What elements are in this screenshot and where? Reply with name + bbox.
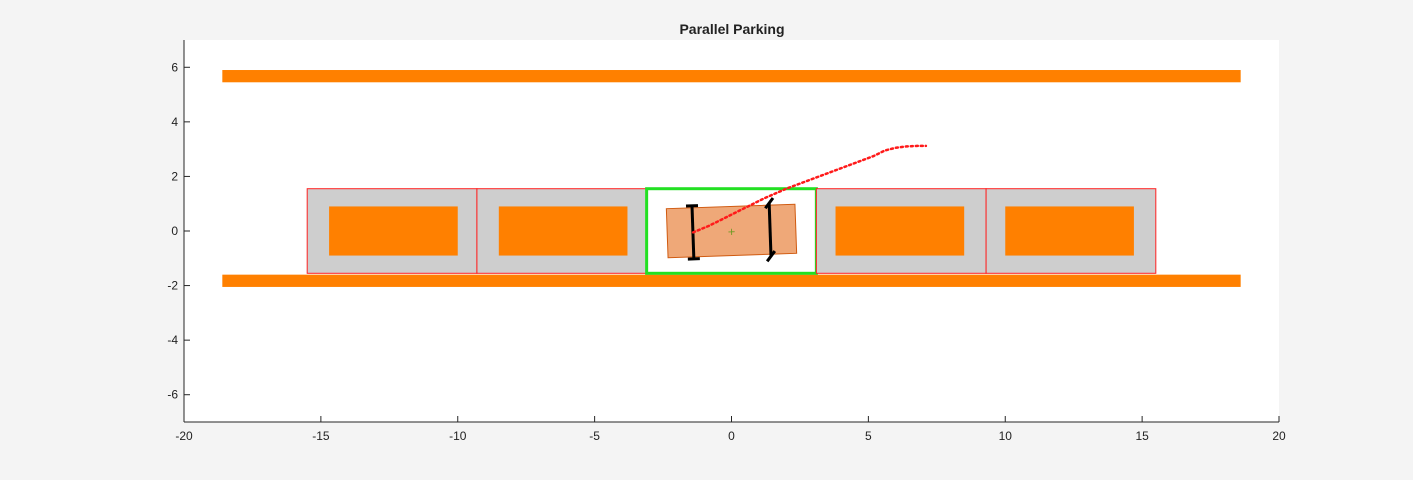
y-tick-label: -6 (167, 388, 178, 402)
ego-center-marker: + (727, 227, 736, 238)
parked-car-5 (1005, 206, 1134, 256)
planned-trajectory (691, 144, 928, 234)
x-tick-label: -20 (175, 429, 193, 443)
x-tick-label: -15 (312, 429, 330, 443)
x-tick-label: -10 (449, 429, 467, 443)
parked-car-1 (329, 206, 458, 256)
parked-car-2 (498, 206, 628, 256)
x-tick-label: 5 (865, 429, 872, 443)
ego-vehicle: + (665, 197, 798, 263)
y-tick-label: 4 (171, 115, 178, 129)
y-tick-label: -4 (167, 333, 178, 347)
y-tick-label: 0 (171, 224, 178, 238)
front-right-wheel (765, 250, 777, 263)
x-tick-label: 15 (1135, 429, 1149, 443)
curb-2 (222, 274, 1241, 287)
x-tick-label: 0 (728, 429, 735, 443)
x-tick-label: 20 (1272, 429, 1286, 443)
ego-vehicle-body (665, 203, 798, 259)
front-left-wheel (764, 197, 775, 210)
y-tick-label: 2 (171, 169, 178, 183)
plot-layer: + (222, 70, 1241, 287)
y-tick-label: 6 (171, 60, 178, 74)
y-tick-label: -2 (167, 279, 178, 293)
parked-car-4 (835, 206, 965, 256)
x-tick-label: -5 (589, 429, 600, 443)
x-tick-label: 10 (999, 429, 1013, 443)
front-axle (767, 203, 773, 257)
chart-title: Parallel Parking (679, 21, 784, 37)
curb-1 (222, 70, 1241, 83)
